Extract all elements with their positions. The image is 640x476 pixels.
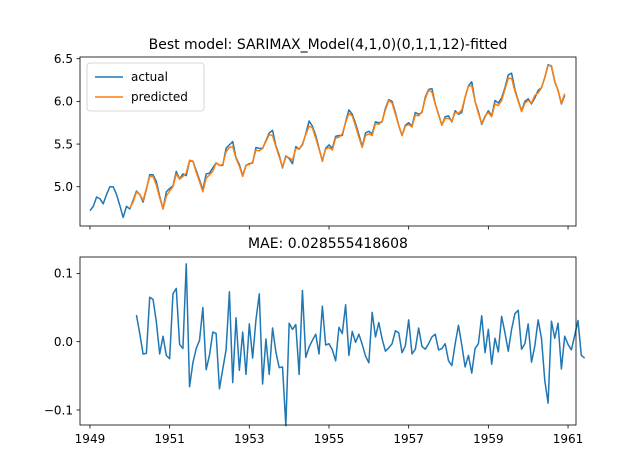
bottom-title: MAE: 0.028555418608 <box>248 236 408 252</box>
x-tick-label: 1955 <box>314 432 345 446</box>
y-tick-label: −0.1 <box>44 403 73 417</box>
legend-label-actual: actual <box>131 70 168 84</box>
y-tick-label: 6.0 <box>54 95 73 109</box>
x-tick-label: 1951 <box>154 432 185 446</box>
top-x-ticks <box>89 226 569 230</box>
legend-label-predicted: predicted <box>131 90 188 104</box>
y-tick-label: 0.0 <box>54 335 73 349</box>
y-tick-label: 6.5 <box>54 52 73 66</box>
top-series-layer <box>89 63 566 219</box>
bottom-series-layer <box>135 263 586 427</box>
y-tick-label: 5.0 <box>54 180 73 194</box>
bottom-axes-frame <box>79 256 577 426</box>
x-tick-label: 1957 <box>393 432 424 446</box>
fitted-plot: Best model: SARIMAX_Model(4,1,0)(0,1,1,1… <box>54 37 577 230</box>
y-tick-label: 5.5 <box>54 137 73 151</box>
x-tick-label: 1959 <box>473 432 504 446</box>
bottom-x-ticks: 1949 1951 1953 1955 1957 1959 1961 <box>75 425 584 446</box>
bottom-y-ticks: 0.1 0.0 −0.1 <box>44 267 80 417</box>
top-y-ticks: 5.0 5.5 6.0 6.5 <box>54 52 80 194</box>
series-line-predicted <box>129 64 566 210</box>
y-tick-label: 0.1 <box>54 267 73 281</box>
x-tick-label: 1961 <box>553 432 584 446</box>
x-tick-label: 1949 <box>75 432 106 446</box>
x-tick-label: 1953 <box>234 432 265 446</box>
legend-box <box>86 62 205 112</box>
series-line-residuals <box>135 263 586 427</box>
legend: actual predicted <box>86 62 205 112</box>
residual-plot: MAE: 0.028555418608 0.10.0−0.1 1949 1951 1… <box>44 236 586 446</box>
top-title: Best model: SARIMAX_Model(4,1,0)(0,1,1,1… <box>149 37 508 53</box>
top-axes-frame <box>79 56 577 227</box>
